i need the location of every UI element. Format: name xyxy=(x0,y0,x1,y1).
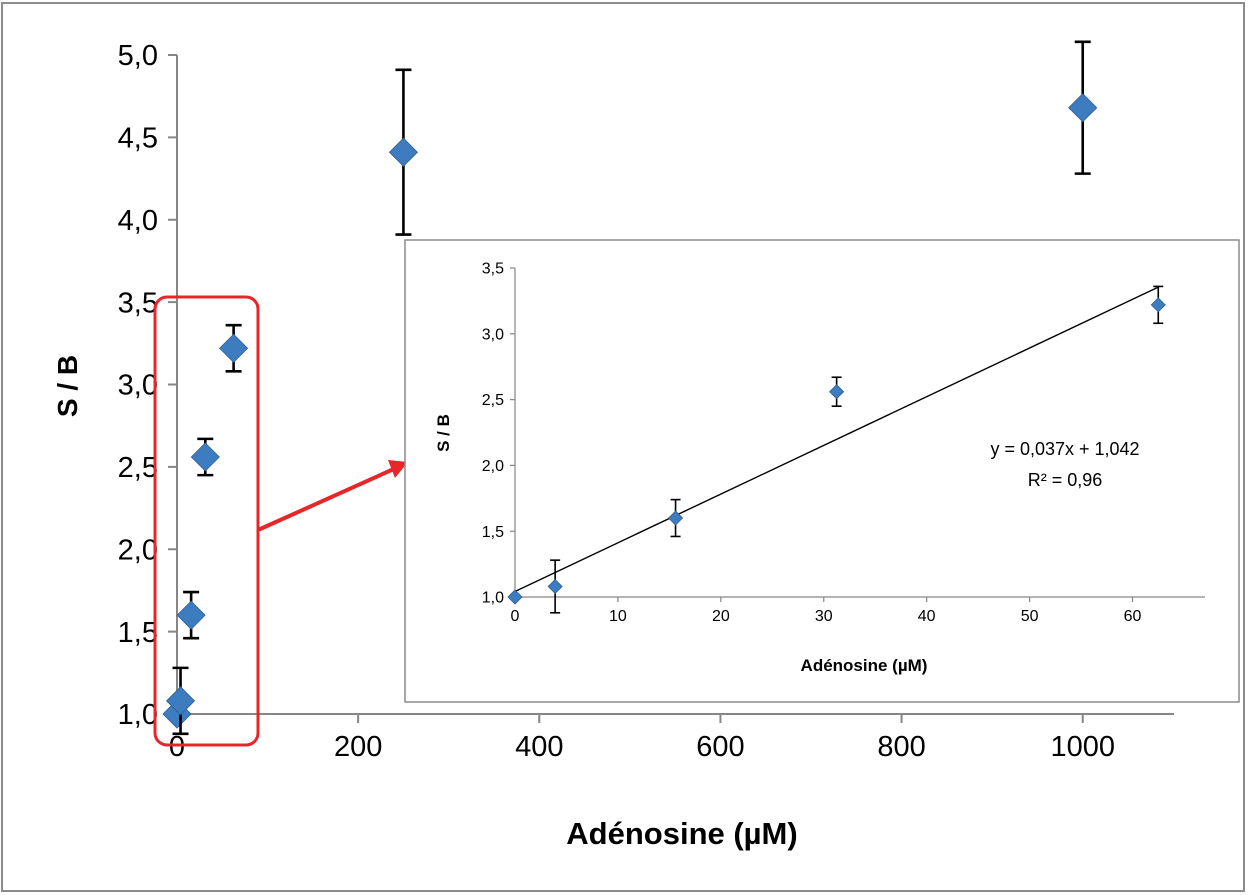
main-plot: 1,01,52,02,53,03,54,04,55,00 200 400 600 800… xyxy=(118,40,1174,763)
y-tick-label: 1,0 xyxy=(482,590,504,607)
data-point xyxy=(176,600,206,630)
x-tick-label: 50 xyxy=(1021,608,1039,625)
trendline-equation: y = 0,037x + 1,042 xyxy=(990,439,1139,459)
data-point xyxy=(1150,297,1166,313)
data-point xyxy=(829,384,845,400)
r-squared-label: R² = 0,96 xyxy=(1028,470,1103,490)
y-tick-label: 2,0 xyxy=(118,534,158,566)
main-y-axis-label: S / B xyxy=(52,355,83,417)
y-tick-label: 1,5 xyxy=(482,524,504,541)
y-tick-label: 4,5 xyxy=(118,123,158,155)
inset-plot: 1,0 1,5 2,0 2,5 3,0 3,5 0 10 20 30 40 50 60 xyxy=(482,261,1205,625)
x-tick-label: 600 xyxy=(696,731,744,763)
trendline xyxy=(514,286,1159,593)
y-tick-label: 4,0 xyxy=(118,205,158,237)
y-tick-label: 3,0 xyxy=(482,326,504,343)
y-tick-label: 2,5 xyxy=(482,392,504,409)
x-tick-label: 800 xyxy=(877,731,925,763)
x-tick-label: 400 xyxy=(515,731,563,763)
inset-y-axis-label: S / B xyxy=(434,414,453,452)
y-tick-label: 3,5 xyxy=(482,261,504,278)
x-tick-label: 0 xyxy=(511,608,520,625)
inset-panel xyxy=(404,239,1240,703)
x-tick-label: 200 xyxy=(334,731,382,763)
x-tick-label: 30 xyxy=(815,608,833,625)
x-tick-label: 60 xyxy=(1124,608,1142,625)
data-point xyxy=(165,686,196,716)
x-tick-label: 10 xyxy=(609,608,627,625)
data-point xyxy=(667,510,684,526)
y-tick-label: 1,5 xyxy=(118,617,158,649)
highlight-box xyxy=(153,295,260,747)
data-point xyxy=(547,578,563,595)
data-point xyxy=(507,589,523,605)
y-tick-label: 2,5 xyxy=(118,452,158,484)
data-point xyxy=(1068,93,1098,123)
data-point xyxy=(388,137,418,167)
y-tick-label: 3,0 xyxy=(118,370,158,402)
x-tick-label: 40 xyxy=(918,608,936,625)
y-tick-label: 5,0 xyxy=(118,40,158,72)
x-tick-label: 1000 xyxy=(1050,731,1115,763)
data-point xyxy=(190,442,220,472)
y-tick-label: 1,0 xyxy=(118,699,158,731)
inset-x-axis-label: Adénosine (µM) xyxy=(801,656,928,675)
y-tick-label: 2,0 xyxy=(482,458,504,475)
y-tick-label: 3,5 xyxy=(118,287,158,319)
x-tick-label: 20 xyxy=(712,608,730,625)
x-tick-label: 0 xyxy=(169,731,185,763)
data-point xyxy=(219,333,249,363)
zoom-arrow xyxy=(257,466,397,532)
main-x-axis-label: Adénosine (µM) xyxy=(566,816,797,851)
zoom-arrow-head xyxy=(388,460,408,478)
